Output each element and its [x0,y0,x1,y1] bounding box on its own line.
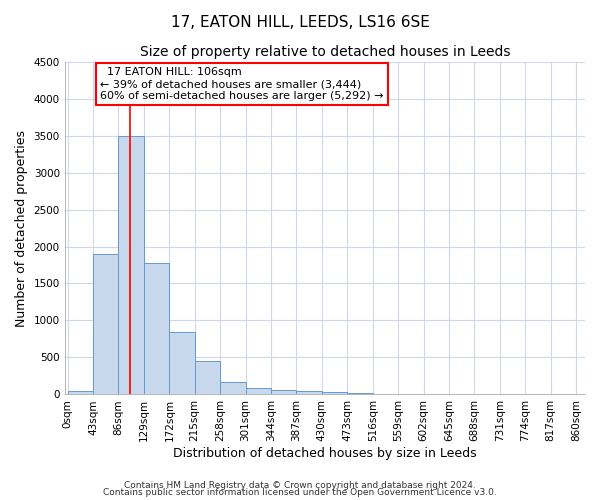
Text: 17, EATON HILL, LEEDS, LS16 6SE: 17, EATON HILL, LEEDS, LS16 6SE [170,15,430,30]
Bar [68,391,93,394]
Bar [347,393,373,394]
Title: Size of property relative to detached houses in Leeds: Size of property relative to detached ho… [140,45,510,59]
Bar [144,263,169,394]
Text: 17 EATON HILL: 106sqm  
← 39% of detached houses are smaller (3,444)
60% of semi: 17 EATON HILL: 106sqm ← 39% of detached … [100,68,383,100]
Bar [220,382,245,394]
Bar [296,391,322,394]
X-axis label: Distribution of detached houses by size in Leeds: Distribution of detached houses by size … [173,447,476,460]
Bar [271,390,296,394]
Bar [118,136,144,394]
Y-axis label: Number of detached properties: Number of detached properties [15,130,28,326]
Bar [93,254,118,394]
Bar [169,332,195,394]
Text: Contains HM Land Registry data © Crown copyright and database right 2024.: Contains HM Land Registry data © Crown c… [124,480,476,490]
Bar [245,388,271,394]
Text: Contains public sector information licensed under the Open Government Licence v3: Contains public sector information licen… [103,488,497,497]
Bar [322,392,347,394]
Bar [195,361,220,394]
